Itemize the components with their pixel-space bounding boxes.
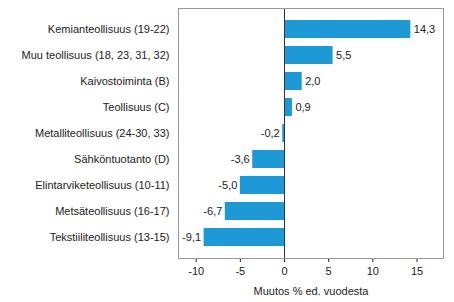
svg-text:-5: -5	[235, 265, 245, 277]
svg-text:10: 10	[367, 265, 379, 277]
svg-text:Muutos % ed. vuodesta: Muutos % ed. vuodesta	[254, 285, 370, 297]
svg-text:Tekstiiliteollisuus (13-15): Tekstiiliteollisuus (13-15)	[50, 231, 170, 243]
svg-text:0: 0	[281, 265, 287, 277]
svg-text:Muu teollisuus (18, 23, 31, 32: Muu teollisuus (18, 23, 31, 32)	[22, 49, 170, 61]
svg-text:Kaivostoiminta (B): Kaivostoiminta (B)	[80, 75, 169, 87]
svg-text:-10: -10	[188, 265, 204, 277]
svg-text:Metalliteollisuus (24-30, 33): Metalliteollisuus (24-30, 33)	[35, 127, 170, 139]
svg-text:Sähköntuotanto (D): Sähköntuotanto (D)	[74, 153, 169, 165]
svg-text:5: 5	[326, 265, 332, 277]
svg-text:Kemianteollisuus (19-22): Kemianteollisuus (19-22)	[48, 23, 170, 35]
svg-text:-9,1: -9,1	[182, 231, 201, 243]
svg-text:14,3: 14,3	[414, 23, 435, 35]
svg-text:-5,0: -5,0	[218, 179, 237, 191]
svg-text:-6,7: -6,7	[203, 205, 222, 217]
svg-text:-3,6: -3,6	[231, 153, 250, 165]
svg-text:15: 15	[411, 265, 423, 277]
svg-text:5,5: 5,5	[336, 49, 351, 61]
svg-text:2,0: 2,0	[305, 75, 320, 87]
svg-text:Teollisuus (C): Teollisuus (C)	[103, 101, 170, 113]
svg-text:Metsäteollisuus (16-17): Metsäteollisuus (16-17)	[55, 205, 169, 217]
svg-text:Elintarviketeollisuus (10-11): Elintarviketeollisuus (10-11)	[35, 179, 169, 191]
svg-text:-0,2: -0,2	[261, 127, 280, 139]
svg-text:0,9: 0,9	[295, 101, 310, 113]
